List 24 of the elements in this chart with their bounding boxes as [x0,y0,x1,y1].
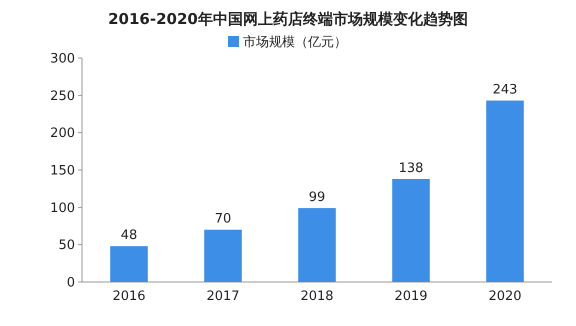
y-tick-label: 250 [50,88,75,104]
y-tick-label: 300 [50,52,75,66]
bar [486,100,524,282]
chart-title: 2016-2020年中国网上药店终端市场规模变化趋势图 [108,10,468,28]
data-label: 243 [492,82,518,98]
y-tick-label: 50 [58,238,75,254]
y-tick-label: 0 [66,276,75,290]
y-tick-label: 200 [50,126,75,142]
bar [204,230,242,282]
bar [298,208,336,282]
bar [392,178,430,282]
x-tick-label: 2017 [206,289,240,304]
data-label: 70 [214,212,232,227]
data-label: 99 [308,190,326,206]
y-tick-label: 100 [50,200,75,216]
x-tick-label: 2020 [488,289,522,304]
y-tick-label: 150 [50,164,75,178]
data-label: 138 [398,160,424,176]
data-label: 48 [120,228,138,244]
x-tick-label: 2019 [394,289,428,304]
x-tick-label: 2018 [300,289,334,304]
legend-label: 市场规模（亿元） [243,35,347,50]
bar [110,246,148,282]
x-tick-label: 2016 [112,289,146,304]
